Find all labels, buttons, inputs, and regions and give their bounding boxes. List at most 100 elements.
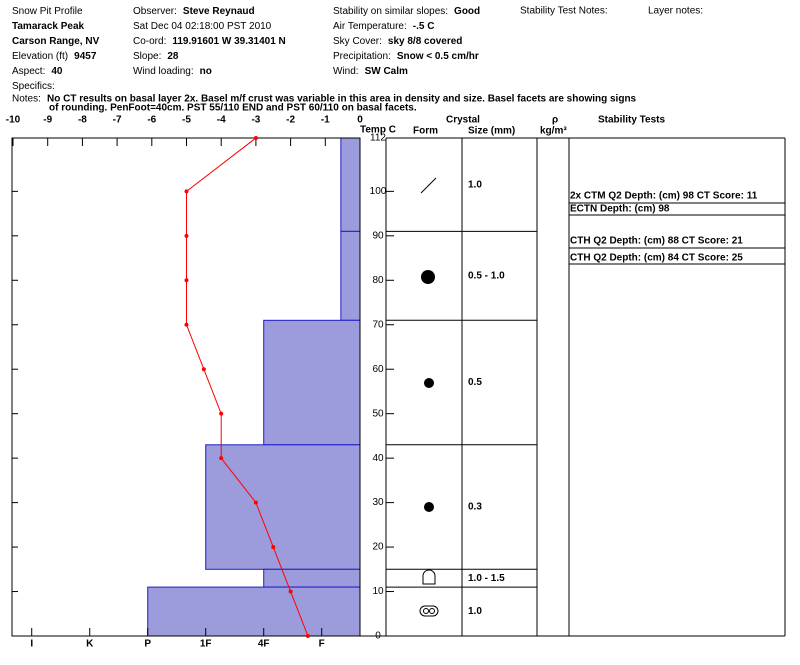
temperature-point (184, 278, 189, 283)
field-value: Carson Range, NV (12, 36, 100, 47)
header-field: Tamarack Peak (12, 21, 85, 32)
header-field: Specifics: (12, 81, 55, 92)
x-tick-label: 0 (357, 115, 363, 126)
stability-tests: 2x CTM Q2 Depth: (cm) 98 CT Score: 11 EC… (569, 191, 785, 265)
field-label: Aspect: (12, 66, 45, 77)
hardness-tick-label: 4F (258, 639, 270, 650)
crystal-size: 0.3 (468, 502, 482, 513)
hardness-bar (263, 319, 361, 446)
x-tick-label: -9 (43, 115, 52, 126)
crystal-size: 0.5 (468, 377, 482, 388)
field-value: sky 8/8 covered (388, 36, 463, 47)
hardness-bar (340, 137, 361, 232)
stability-test: ECTN Depth: (cm) 98 (570, 204, 670, 215)
field-label: Sat Dec 04 02:18:00 PST 2010 (133, 21, 272, 32)
stability-test: CTH Q2 Depth: (cm) 84 CT Score: 25 (570, 253, 743, 264)
field-label: Observer: (133, 6, 177, 17)
x-tick-label: -3 (251, 115, 260, 126)
x-tick-label: -7 (113, 115, 122, 126)
header-field: Observer: Steve Reynaud (133, 6, 255, 17)
field-value: Good (454, 6, 480, 17)
field-label: Wind: (333, 66, 359, 77)
header-field: Carson Range, NV (12, 36, 100, 47)
field-value: 119.91601 W 39.31401 N (172, 36, 285, 47)
header-field: Precipitation: Snow < 0.5 cm/hr (333, 51, 479, 62)
x-tick-label: -1 (321, 115, 330, 126)
header-field: Wind: SW Calm (333, 66, 408, 77)
field-value: Tamarack Peak (12, 21, 85, 32)
y-tick-label: 90 (372, 230, 384, 241)
field-label: Elevation (ft) (12, 51, 68, 62)
stability-test: CTH Q2 Depth: (cm) 88 CT Score: 21 (570, 236, 743, 247)
header-field: Slope: 28 (133, 51, 179, 62)
field-value: 40 (51, 66, 63, 77)
x-tick-label: -2 (286, 115, 295, 126)
y-tick-label: 70 (372, 319, 384, 330)
hardness-tick-label: 1F (200, 639, 212, 650)
table-frame (360, 137, 786, 637)
temperature-point (305, 634, 310, 638)
crystal-size: 1.0 - 1.5 (468, 573, 505, 584)
notes-line: No CT results on basal layer 2x. Basel m… (47, 94, 637, 105)
column-header: Stability Tests (598, 115, 665, 126)
field-label: Co-ord: (133, 36, 166, 47)
temperature-point (184, 322, 189, 327)
hardness-tick-label: P (144, 639, 151, 650)
temperature-point (288, 589, 293, 594)
y-tick-label: 30 (372, 497, 384, 508)
column-header: Temp C (360, 125, 396, 136)
column-header: Size (mm) (468, 126, 515, 137)
field-value: 9457 (74, 51, 97, 62)
header-field: Wind loading: no (133, 66, 212, 77)
field-label: Precipitation: (333, 51, 391, 62)
x-tick-label: -5 (182, 115, 191, 126)
header-label: Stability Test Notes: (520, 6, 608, 17)
temperature-point (201, 367, 206, 372)
x-tick-label: -10 (6, 115, 21, 126)
column-header: kg/m³ (540, 126, 567, 137)
crystal-forms (419, 177, 439, 617)
field-label: Air Temperature: (333, 21, 407, 32)
field-label: Snow Pit Profile (12, 6, 83, 17)
field-label: Specifics: (12, 81, 55, 92)
column-header: Form (413, 126, 438, 137)
y-tick-label: 60 (372, 364, 384, 375)
y-tick-label: 0 (375, 631, 381, 642)
header-field: Stability on similar slopes: Good (333, 6, 480, 17)
stability-test: 2x CTM Q2 Depth: (cm) 98 CT Score: 11 (570, 191, 758, 202)
form-symbol (424, 378, 434, 388)
header-field: Air Temperature: -.5 C (333, 21, 434, 32)
temperature-point (219, 456, 224, 461)
temperature-point (253, 136, 258, 140)
header-field: Aspect: 40 (12, 66, 63, 77)
field-value: no (200, 66, 212, 77)
hardness-tick-label: K (86, 639, 94, 650)
temperature-point (253, 500, 258, 505)
hardness-bar (263, 568, 361, 588)
hardness-bar (205, 444, 361, 570)
y-tick-label: 40 (372, 453, 384, 464)
temperature-point (184, 233, 189, 238)
field-value: Steve Reynaud (183, 6, 255, 17)
column-header: Crystal (446, 115, 480, 126)
header-field: Sky Cover: sky 8/8 covered (333, 36, 462, 47)
field-value: 28 (167, 51, 179, 62)
crystal-size: 0.5 - 1.0 (468, 270, 505, 281)
field-label: Sky Cover: (333, 36, 382, 47)
field-label: Stability on similar slopes: (333, 6, 448, 17)
header-field: Elevation (ft) 9457 (12, 51, 97, 62)
field-value: Snow < 0.5 cm/hr (397, 51, 479, 62)
field-label: Wind loading: (133, 66, 194, 77)
y-tick-label: 100 (370, 186, 387, 197)
x-tick-label: -4 (217, 115, 226, 126)
header-field: Snow Pit Profile (12, 6, 83, 17)
hardness-tick-label: F (319, 639, 325, 650)
field-value: SW Calm (365, 66, 408, 77)
form-symbol (419, 605, 439, 617)
form-symbol (422, 569, 436, 585)
notes-line: of rounding. PenFoot=40cm. PST 55/110 EN… (49, 103, 417, 114)
x-tick-label: -8 (78, 115, 87, 126)
y-tick-label: 10 (372, 586, 384, 597)
